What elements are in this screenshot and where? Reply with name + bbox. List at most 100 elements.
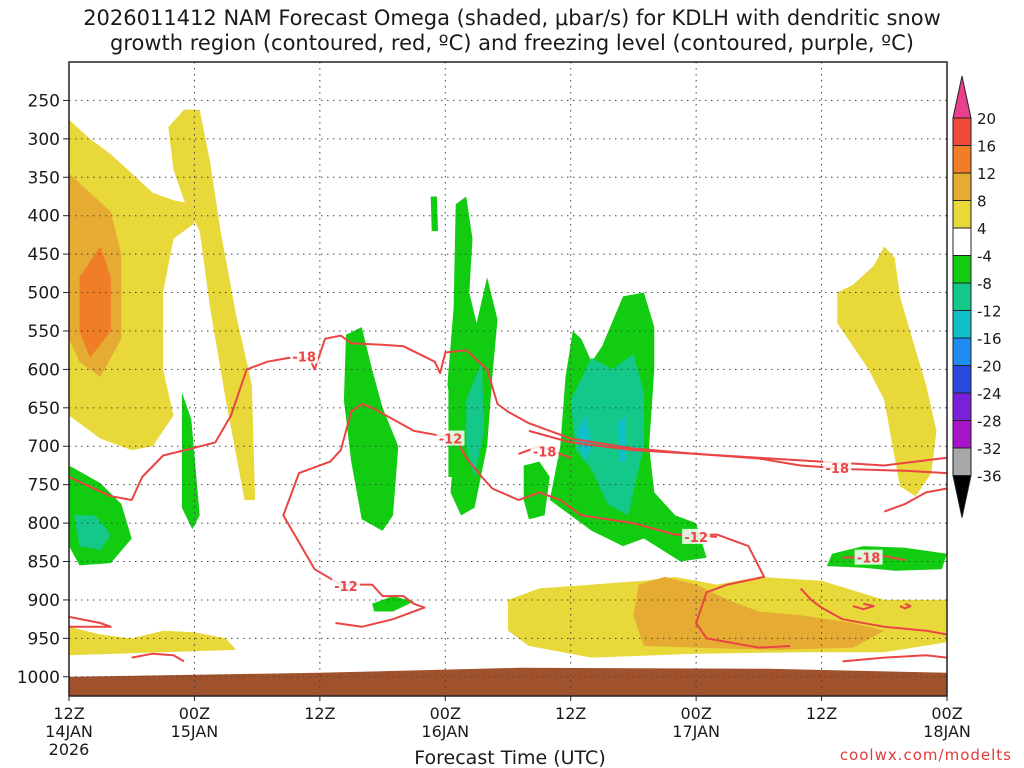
colorbar-label-4: 4 xyxy=(977,220,987,238)
colorbar-label-5: -4 xyxy=(977,248,992,266)
x-tick-date-84: 18JAN xyxy=(923,722,971,741)
colorbar-label-8: -16 xyxy=(977,330,1002,348)
colorbar-top-arrow xyxy=(952,75,972,119)
omega-region-12 xyxy=(466,361,484,477)
y-tick-label-900: 900 xyxy=(28,591,60,611)
y-tick-label-300: 300 xyxy=(28,130,60,150)
dgz-contour-9 xyxy=(799,587,947,636)
x-tick-time-0: 12Z xyxy=(53,704,84,723)
colorbar-bin-6 xyxy=(952,255,972,284)
contour-label-bg-6 xyxy=(854,549,883,565)
contour-label-layer: -18 -18 -12 -12 -12 -18 -18 xyxy=(290,348,883,595)
omega-region-4 xyxy=(181,392,200,530)
colorbar-bin-8 xyxy=(952,310,972,339)
x-tick-date-0: 14JAN xyxy=(45,722,93,741)
x-tick-date-12: 15JAN xyxy=(171,722,219,741)
y-tick-label-500: 500 xyxy=(28,284,60,304)
omega-region-10 xyxy=(430,196,438,232)
dgz-contour-3 xyxy=(314,568,426,628)
omega-region-7 xyxy=(69,626,237,656)
y-tick-label-450: 450 xyxy=(28,245,60,265)
dgz-contour-8 xyxy=(131,652,185,663)
ground-layer xyxy=(69,667,947,696)
chart-title: 2026011412 NAM Forecast Omega (shaded, μ… xyxy=(83,6,941,55)
omega-region-9 xyxy=(372,596,414,612)
omega-region-16 xyxy=(570,354,644,516)
contour-label-bg-1 xyxy=(823,459,852,475)
colorbar-bin-10 xyxy=(952,365,972,394)
x-tick-date-60: 17JAN xyxy=(672,722,720,741)
y-tick-label-550: 550 xyxy=(28,322,60,342)
colorbar-label-6: -8 xyxy=(977,275,992,293)
contour-label-bg-4 xyxy=(682,528,711,544)
dgz-contour-13 xyxy=(883,487,947,513)
colorbar-bin-12 xyxy=(952,420,972,449)
omega-region-20 xyxy=(633,576,885,650)
colorbar-label-3: 8 xyxy=(977,193,987,211)
x-tick-year-0: 2026 xyxy=(49,740,90,759)
x-tick-time-72: 12Z xyxy=(806,704,837,723)
x-axis-label: Forecast Time (UTC) xyxy=(414,747,605,768)
colorbar-label-11: -28 xyxy=(977,413,1002,431)
x-tick-time-48: 12Z xyxy=(555,704,586,723)
omega-region-13 xyxy=(448,369,456,477)
plot-frame xyxy=(68,61,948,697)
dgz-contour-10 xyxy=(842,654,947,663)
colorbar-label-1: 16 xyxy=(977,138,996,156)
contour-label-2: -12 xyxy=(439,433,463,448)
dgz-contour-7 xyxy=(69,615,112,628)
colorbar-bin-1 xyxy=(952,117,972,146)
colorbar-label-10: -24 xyxy=(977,385,1002,403)
colorbar-bin-5 xyxy=(952,227,972,256)
grid-layer xyxy=(68,62,948,696)
y-tick-label-650: 650 xyxy=(28,399,60,419)
colorbar: 20 16 12 8 4 -4 -8 -12 -16 -20 -24 -28 -32 -36 xyxy=(952,75,1002,518)
omega-region-22 xyxy=(837,246,937,497)
y-tick-label-800: 800 xyxy=(28,514,60,534)
contour-label-bg-2 xyxy=(436,430,465,446)
omega-region-2 xyxy=(79,246,111,358)
ground-fill xyxy=(69,667,947,696)
colorbar-bin-13 xyxy=(952,447,972,476)
dgz-contour-0 xyxy=(69,334,947,501)
contour-label-3: -12 xyxy=(334,580,358,595)
credit-text: coolwx.com/modelts xyxy=(839,746,1012,764)
x-tick-time-12: 00Z xyxy=(179,704,210,723)
colorbar-label-9: -20 xyxy=(977,358,1002,376)
contour-label-5: -18 xyxy=(533,446,557,461)
colorbar-bottom-arrow xyxy=(952,475,972,518)
omega-region-6 xyxy=(74,515,111,550)
y-tick-label-750: 750 xyxy=(28,476,60,496)
colorbar-bin-7 xyxy=(952,282,972,311)
y-tick-label-400: 400 xyxy=(28,207,60,227)
colorbar-label-12: -32 xyxy=(977,440,1002,458)
y-tick-label-850: 850 xyxy=(28,553,60,573)
colorbar-label-7: -12 xyxy=(977,303,1002,321)
colorbar-bin-3 xyxy=(952,172,972,201)
dgz-contour-1 xyxy=(528,429,947,475)
contour-label-4: -12 xyxy=(684,531,708,546)
contour-label-6: -18 xyxy=(857,552,881,567)
colorbar-bin-9 xyxy=(952,337,972,366)
dgz-contour-2 xyxy=(282,403,791,649)
y-tick-label-600: 600 xyxy=(28,360,60,380)
y-axis: 250 300 350 400 450 500 550 600 650 700 750 800 850 9… xyxy=(17,91,69,688)
omega-region-17 xyxy=(577,415,592,462)
contour-label-bg-0 xyxy=(290,348,319,364)
x-tick-time-84: 00Z xyxy=(931,704,962,723)
omega-region-14 xyxy=(523,461,550,520)
dgz-contour-11 xyxy=(852,602,875,611)
dgz-contour-12 xyxy=(899,602,912,610)
contour-label-1: -18 xyxy=(826,462,850,477)
omega-region-18 xyxy=(617,415,627,462)
contour-label-0: -18 xyxy=(292,350,316,365)
y-tick-label-700: 700 xyxy=(28,437,60,457)
y-tick-label-950: 950 xyxy=(28,629,60,649)
colorbar-label-0: 20 xyxy=(977,110,996,128)
y-tick-label-1000: 1000 xyxy=(17,668,60,688)
contour-label-bg-3 xyxy=(331,578,360,594)
colorbar-bin-2 xyxy=(952,145,972,174)
omega-region-8 xyxy=(343,327,399,531)
